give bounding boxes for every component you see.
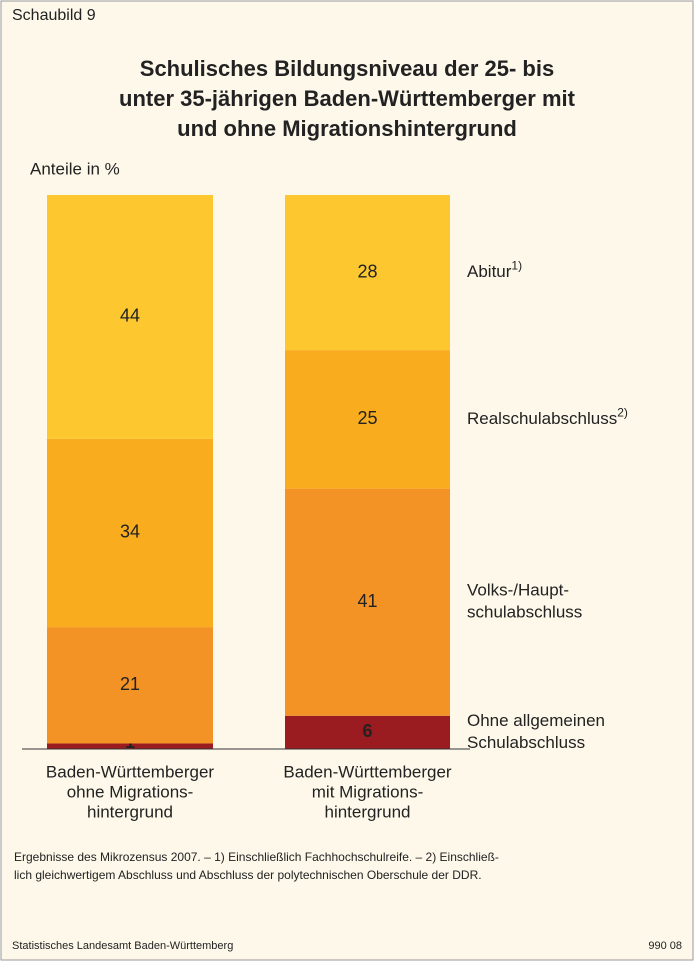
value-label: 41 xyxy=(357,591,377,611)
x-tick-label: hintergrund xyxy=(324,802,410,821)
value-label: 21 xyxy=(120,674,140,694)
bar-segment xyxy=(47,438,213,628)
bar-segment xyxy=(285,715,450,749)
code: 990 08 xyxy=(648,940,682,952)
x-tick-label: Baden-Württemberger xyxy=(46,762,215,781)
bar-segment xyxy=(285,488,450,716)
y-axis-label: Anteile in % xyxy=(30,159,120,178)
note: Ergebnisse des Mikrozensus 2007. – 1) Ei… xyxy=(14,850,499,864)
chart-label: Schaubild 9 xyxy=(12,7,96,24)
bar-segment xyxy=(47,195,213,439)
legend-footnote: 2) xyxy=(617,406,628,420)
legend-label: Realschulabschluss2) xyxy=(467,406,628,428)
legend-footnote: 1) xyxy=(511,259,522,273)
x-tick-label: hintergrund xyxy=(87,802,173,821)
value-label: 28 xyxy=(357,261,377,281)
legend-label: Ohne allgemeinen xyxy=(467,711,605,730)
legend-label: Schulabschluss xyxy=(467,733,585,752)
chart-title: und ohne Migrationshintergrund xyxy=(177,116,517,141)
bar-segment xyxy=(285,195,450,351)
value-label: 44 xyxy=(120,306,140,326)
legend-label: schulabschluss xyxy=(467,603,582,622)
value-label: 34 xyxy=(120,522,140,542)
chart-title: Schulisches Bildungsniveau der 25- bis xyxy=(140,56,554,81)
source: Statistisches Landesamt Baden-Württember… xyxy=(12,940,233,952)
bar-segment xyxy=(47,743,213,749)
value-label: 6 xyxy=(362,721,372,741)
bar-segment xyxy=(285,350,450,489)
bar-segment xyxy=(47,627,213,744)
note: lich gleichwertigem Abschluss und Abschl… xyxy=(14,868,482,882)
x-tick-label: ohne Migrations- xyxy=(67,782,194,801)
legend-label: Abitur1) xyxy=(467,259,522,281)
value-label: 25 xyxy=(357,408,377,428)
legend-label: Volks-/Haupt- xyxy=(467,581,569,600)
x-tick-label: Baden-Württemberger xyxy=(283,762,452,781)
chart-title: unter 35-jährigen Baden-Württemberger mi… xyxy=(119,86,576,111)
x-tick-label: mit Migrations- xyxy=(312,782,423,801)
